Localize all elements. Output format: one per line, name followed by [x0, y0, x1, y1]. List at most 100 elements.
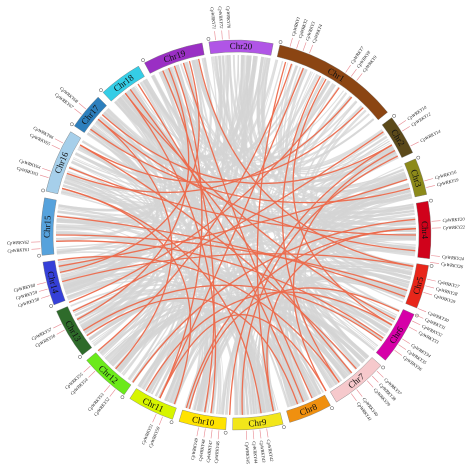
gene-tick	[56, 329, 65, 335]
gene-tick	[39, 174, 49, 178]
gene-label: CpWRKY61	[7, 247, 30, 254]
duplication-link	[61, 187, 192, 405]
synteny-link	[165, 295, 389, 402]
chromosome-start-marker	[206, 37, 211, 41]
gene-label: CpWRKY49	[190, 437, 199, 460]
gene-label: CpWRKY47	[206, 439, 214, 462]
gene-marker: CpWRKY49	[190, 427, 199, 460]
chromosome-start-marker	[278, 40, 283, 44]
chromosome-chr14: Chr14	[42, 260, 66, 308]
gene-label: CpWRKY29	[433, 293, 456, 304]
gene-marker: CpWRKY22	[431, 224, 466, 230]
gene-marker: CpWRKY42	[266, 428, 274, 462]
segmental-duplication-links	[55, 58, 417, 415]
duplication-link	[292, 78, 393, 326]
gene-label: CpWRKY3	[304, 20, 316, 41]
synteny-link	[58, 98, 167, 212]
chromosome-band	[42, 260, 66, 306]
chromosome-label: Chr4	[420, 221, 430, 240]
duplication-link	[61, 253, 414, 283]
gene-label: CpWRKY60	[13, 282, 36, 292]
chromosome-start-marker	[282, 425, 286, 429]
chromosome-band	[232, 412, 284, 431]
gene-tick	[366, 380, 374, 388]
synteny-link	[101, 54, 240, 357]
synteny-link	[310, 282, 395, 347]
gene-tick	[88, 370, 96, 378]
duplication-link	[182, 62, 313, 399]
chromosome-label: Chr20	[230, 41, 253, 52]
synteny-link	[324, 226, 416, 271]
gene-label: CpWRKY72	[218, 6, 225, 29]
gene-tick	[371, 375, 379, 383]
chromosome-chr19: Chr19	[141, 42, 205, 74]
duplication-link	[101, 114, 393, 185]
chromosome-start-marker	[381, 365, 385, 370]
synteny-link	[61, 190, 414, 219]
chromosome-start-marker	[429, 264, 434, 268]
chromosome-chr3: Chr3	[404, 155, 427, 198]
gene-tick	[266, 428, 269, 438]
chromosome-chr5: Chr5	[405, 263, 434, 309]
gene-tick	[259, 429, 262, 439]
gene-label: CpWRKY20	[442, 216, 465, 223]
gene-label: CpWRKY28	[435, 286, 458, 297]
gene-tick	[74, 108, 82, 115]
gene-tick	[408, 326, 418, 332]
gene-marker: CpWRKY44	[252, 430, 259, 464]
gene-tick	[152, 413, 157, 423]
chromosome-label: Chr5	[411, 275, 426, 295]
duplication-link	[266, 228, 416, 412]
duplication-link	[97, 118, 416, 252]
chromosome-band	[86, 352, 132, 396]
gene-tick	[376, 370, 384, 378]
duplication-link	[97, 118, 173, 370]
gene-label: CpWRKY19	[436, 177, 459, 187]
chromosome-band	[144, 42, 205, 74]
synteny-link	[56, 219, 189, 404]
synteny-link	[88, 260, 413, 341]
chromosome-band	[381, 117, 413, 158]
chromosome-band	[404, 158, 427, 198]
gene-tick	[289, 37, 293, 47]
gene-tick	[203, 428, 206, 438]
gene-marker: CpWRKY47	[206, 429, 214, 463]
gene-marker: CpWRKY29	[423, 292, 457, 305]
duplication-link	[66, 96, 353, 194]
gene-label: CpWRKY26	[441, 261, 464, 269]
duplication-link	[56, 215, 406, 298]
chromosome-start-marker	[330, 406, 334, 411]
synteny-link	[56, 220, 147, 254]
gene-label: CpWRKY59	[15, 289, 38, 300]
gene-tick	[398, 344, 407, 350]
gene-tick	[417, 308, 427, 313]
gene-tick	[426, 185, 435, 188]
gene-marker: CpWRKY46	[214, 430, 221, 464]
gene-label: CpWRKY70	[226, 6, 232, 29]
chromosome-band	[276, 44, 388, 121]
gene-tick	[31, 248, 41, 250]
chromosome-band	[178, 409, 227, 430]
chromosome-start-marker	[169, 420, 174, 425]
gene-tick	[42, 167, 51, 172]
gene-label: CpWRKY22	[443, 224, 466, 230]
duplication-link	[76, 67, 190, 321]
synteny-link	[63, 259, 410, 290]
synteny-link	[98, 132, 385, 352]
synteny-link	[294, 105, 363, 375]
synteny-link	[87, 132, 265, 414]
synteny-link	[114, 55, 252, 160]
synteny-link	[151, 74, 384, 341]
gene-tick	[83, 365, 91, 373]
synteny-link	[85, 56, 259, 337]
gene-label: CpWRKY14	[419, 128, 442, 143]
gene-tick	[414, 314, 424, 319]
gene-marker: CpWRKY71	[210, 7, 217, 41]
chromosome-start-marker	[99, 88, 103, 93]
gene-marker: CpWRKY19	[426, 177, 460, 188]
gene-marker: CpWRKY70	[226, 6, 232, 40]
gene-marker: CpWRKY62	[7, 240, 41, 245]
gene-tick	[402, 338, 411, 344]
duplication-link	[59, 60, 200, 274]
gene-tick	[426, 278, 436, 282]
